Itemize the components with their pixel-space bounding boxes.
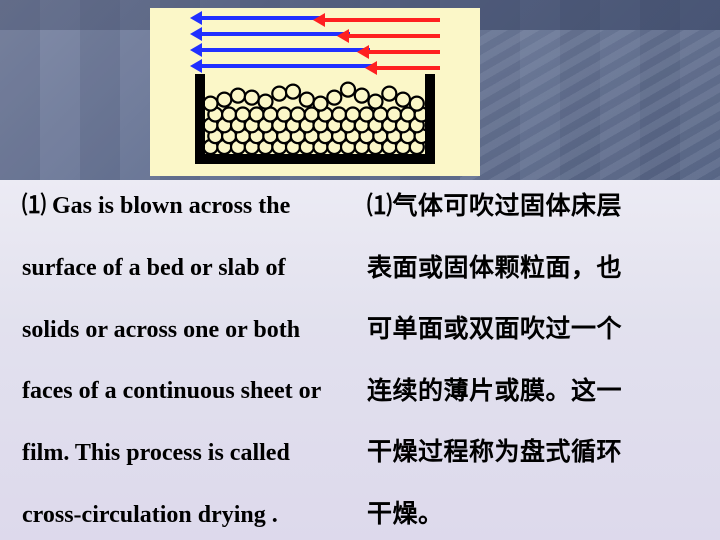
english-column: ⑴ Gas is blown across the surface of a b… [22,192,353,530]
red-arrow-4 [370,66,440,70]
zh-line-3: 可单面或双面吹过一个 [367,315,698,345]
zh-line-6: 干燥。 [367,500,698,530]
en-line-5: film. This process is called [22,439,353,468]
red-arrow-1 [318,18,440,22]
zh-prefix: ⑴ [367,193,393,220]
en-line-6: cross-circulation drying . [22,501,353,530]
en-line-3: solids or across one or both [22,316,353,345]
zh-text-1: 气体可吹过固体床层 [393,193,623,220]
en-line-2: surface of a bed or slab of [22,254,353,283]
en-line-1: ⑴ Gas is blown across the [22,192,353,221]
red-arrow-3 [362,50,440,54]
tray-bottom [195,154,435,164]
blue-arrow-2 [195,32,350,36]
zh-line-5: 干燥过程称为盘式循环 [367,438,698,468]
pellet-bed [205,76,425,154]
tray [195,74,435,164]
zh-line-2: 表面或固体颗粒面，也 [367,254,698,284]
en-line-4: faces of a continuous sheet or [22,377,353,406]
red-arrow-2 [342,34,440,38]
zh-line-4: 连续的薄片或膜。这一 [367,377,698,407]
drying-diagram [150,8,480,176]
tray-wall-right [425,74,435,164]
tray-wall-left [195,74,205,164]
chinese-column: ⑴气体可吹过固体床层 表面或固体颗粒面，也 可单面或双面吹过一个 连续的薄片或膜… [367,192,698,530]
blue-arrow-4 [195,64,375,68]
text-panel: ⑴ Gas is blown across the surface of a b… [0,180,720,540]
zh-line-1: ⑴气体可吹过固体床层 [367,192,698,222]
en-prefix: ⑴ [22,193,46,219]
blue-arrow-3 [195,48,370,52]
en-text-1: Gas is blown across the [46,193,290,219]
